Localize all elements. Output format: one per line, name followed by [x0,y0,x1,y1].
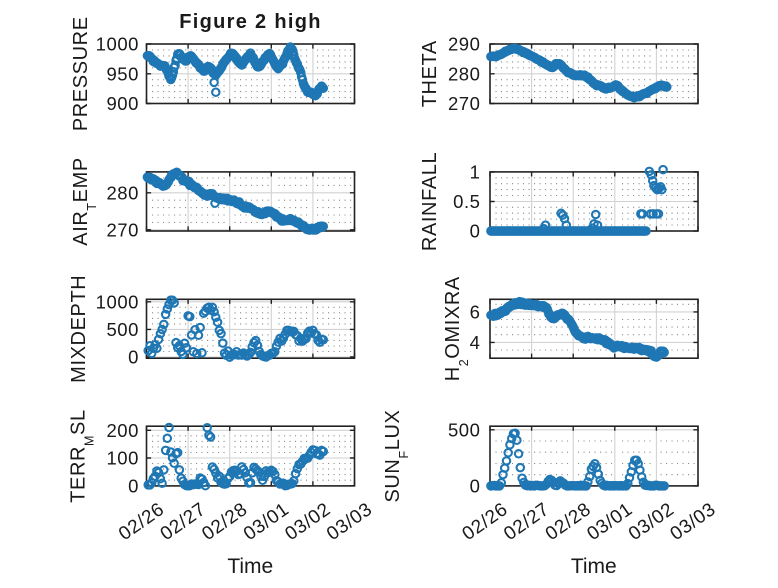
svg-text:280: 280 [448,63,481,84]
svg-text:0: 0 [470,221,481,242]
svg-text:Time: Time [227,555,273,578]
svg-text:Figure 2 high: Figure 2 high [179,11,321,33]
svg-text:0: 0 [128,347,139,368]
svg-text:500: 500 [448,419,481,440]
svg-text:PRESSURE: PRESSURE [70,16,92,131]
svg-text:900: 900 [106,93,139,114]
svg-text:1000: 1000 [96,291,139,312]
svg-text:THETA: THETA [419,40,441,107]
svg-text:Time: Time [571,555,617,578]
svg-text:950: 950 [106,63,139,84]
svg-text:280: 280 [106,182,139,203]
svg-text:AIRTEMP: AIRTEMP [70,157,99,246]
svg-text:1000: 1000 [96,34,139,55]
svg-text:TERRMSL: TERRMSL [68,409,97,503]
svg-text:270: 270 [448,93,481,114]
svg-text:MIXDEPTH: MIXDEPTH [68,275,90,383]
svg-text:200: 200 [106,420,139,441]
svg-text:4: 4 [470,332,481,353]
svg-text:RAINFALL: RAINFALL [419,152,441,251]
svg-text:0: 0 [470,476,481,497]
svg-text:1: 1 [470,162,481,183]
svg-text:H2OMIXRA: H2OMIXRA [442,276,471,381]
svg-text:6: 6 [470,302,481,323]
svg-text:270: 270 [106,219,139,240]
svg-text:290: 290 [448,34,481,55]
svg-text:SUNFLUX: SUNFLUX [382,410,411,503]
svg-text:100: 100 [106,448,139,469]
svg-text:500: 500 [106,319,139,340]
svg-text:0: 0 [128,475,139,496]
svg-text:0.5: 0.5 [453,191,480,212]
